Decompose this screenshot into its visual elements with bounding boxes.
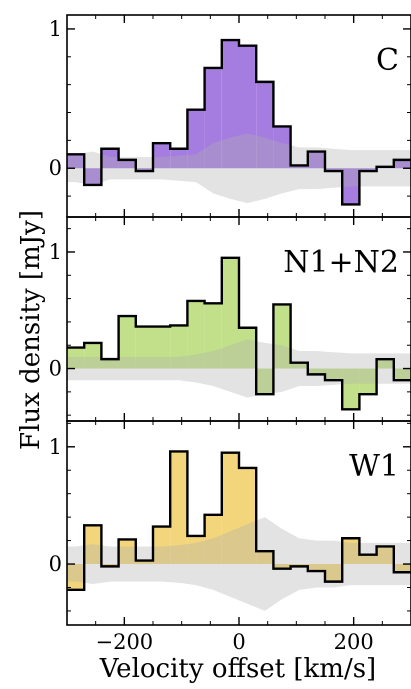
bin-fill-n1-n2	[290, 362, 308, 369]
bin-fill-w1	[221, 452, 239, 565]
bin-fill-n1-n2	[118, 316, 136, 369]
bin-fill-n1-n2	[359, 368, 377, 395]
bin-fill-n1-n2	[153, 326, 171, 369]
bin-fill-c	[256, 81, 274, 169]
bin-fill-w1	[325, 564, 343, 582]
bin-fill-n1-n2	[342, 368, 360, 410]
bin-fill-c	[84, 168, 102, 185]
bin-fill-n1-n2	[325, 368, 343, 381]
bin-fill-w1	[153, 526, 171, 565]
noise-band	[67, 517, 411, 611]
x-tick-label: 200	[334, 630, 374, 654]
bin-fill-n1-n2	[101, 359, 119, 369]
bin-fill-w1	[135, 560, 153, 565]
bin-fill-n1-n2	[84, 342, 102, 369]
y-axis-label: Flux density [mJy]	[16, 210, 46, 450]
bin-fill-w1	[342, 538, 360, 565]
x-tick-label: −200	[95, 630, 153, 654]
noise-band	[67, 339, 411, 398]
y-tick-label: 1	[49, 240, 62, 264]
bin-fill-c	[118, 159, 136, 169]
y-tick-label: 1	[49, 435, 62, 459]
bin-fill-c	[239, 45, 257, 169]
bin-fill-n1-n2	[67, 347, 85, 369]
y-tick-label: 0	[49, 552, 62, 576]
bin-fill-c	[67, 154, 85, 169]
step-outline	[67, 450, 411, 592]
bin-fill-c	[393, 159, 411, 169]
bin-fill-w1	[67, 564, 85, 590]
bin-fill-n1-n2	[273, 304, 291, 369]
bin-fill-n1-n2	[239, 327, 257, 369]
panel-label: C	[376, 43, 399, 78]
bin-fill-w1	[256, 551, 274, 565]
bin-fill-w1	[273, 564, 291, 569]
bin-fill-w1	[204, 514, 222, 565]
bin-fill-n1-n2	[256, 368, 274, 395]
bin-fill-c	[221, 40, 239, 169]
bin-fill-n1-n2	[170, 325, 188, 369]
bin-fill-c	[342, 168, 360, 205]
bin-fill-n1-n2	[376, 359, 394, 369]
bin-fill-c	[204, 67, 222, 169]
panel-label: N1+N2	[283, 245, 399, 280]
bin-fill-n1-n2	[135, 326, 153, 369]
bin-fill-w1	[307, 564, 325, 572]
bin-fill-c	[325, 168, 343, 172]
bin-fill-n1-n2	[393, 368, 411, 381]
bin-fill-n1-n2	[307, 368, 325, 375]
y-tick-label: 0	[49, 156, 62, 180]
step-outline	[67, 38, 411, 206]
step-outline	[67, 256, 411, 411]
bin-fill-w1	[359, 554, 377, 565]
bin-fill-c	[170, 148, 188, 169]
bin-fill-w1	[393, 564, 411, 573]
bin-fill-w1	[84, 525, 102, 565]
y-tick-label: 0	[49, 357, 62, 381]
bin-fill-w1	[187, 535, 205, 565]
bin-fill-c	[101, 148, 119, 169]
bin-fill-c	[187, 109, 205, 169]
bin-fill-c	[273, 126, 291, 169]
bin-fill-n1-n2	[187, 300, 205, 369]
bin-fill-n1-n2	[204, 303, 222, 369]
x-tick-label: 0	[232, 630, 245, 654]
bin-fill-w1	[170, 451, 188, 565]
bin-fill-c	[135, 168, 153, 172]
bin-fill-w1	[239, 467, 257, 565]
y-tick-label: 1	[49, 17, 62, 41]
bin-fill-c	[290, 165, 308, 169]
bin-fill-w1	[376, 546, 394, 565]
bin-fill-c	[359, 168, 377, 172]
bin-fill-c	[153, 143, 171, 169]
panel-label: W1	[349, 449, 399, 484]
bin-fill-c	[307, 151, 325, 169]
bin-fill-n1-n2	[221, 257, 239, 369]
x-axis-label: Velocity offset [km/s]	[99, 654, 376, 684]
bin-fill-w1	[118, 539, 136, 565]
